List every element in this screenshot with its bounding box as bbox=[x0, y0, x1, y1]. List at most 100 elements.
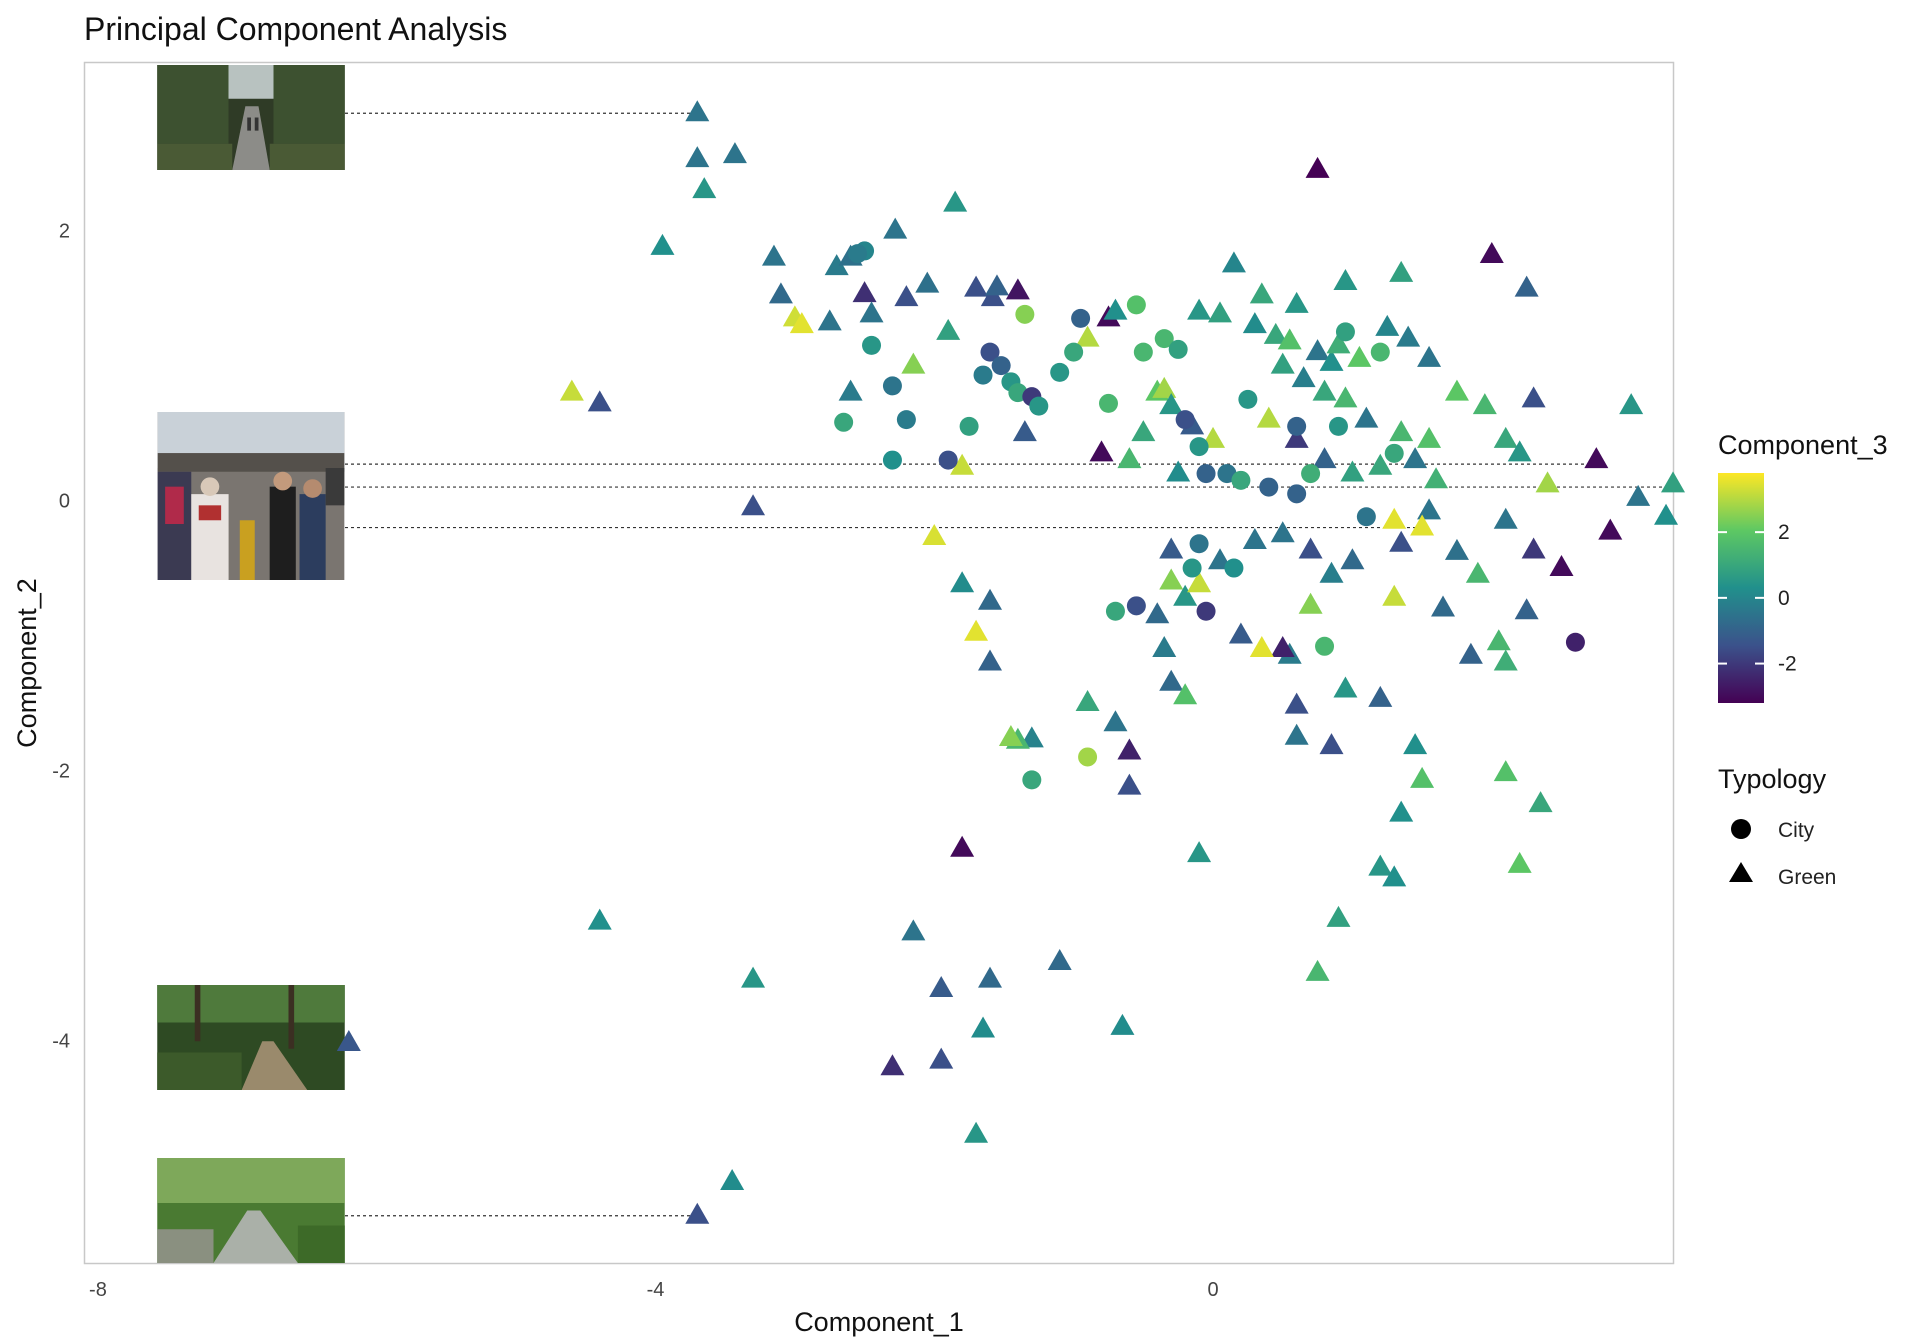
city-point bbox=[1029, 396, 1049, 416]
green-point bbox=[1256, 406, 1281, 428]
green-point bbox=[1514, 598, 1539, 620]
green-point bbox=[929, 1047, 954, 1069]
green-point bbox=[1424, 467, 1449, 489]
green-point bbox=[1340, 548, 1365, 570]
city-point bbox=[1182, 558, 1202, 578]
x-tick-label: 0 bbox=[1207, 1279, 1218, 1301]
city-point bbox=[1168, 339, 1188, 359]
green-point bbox=[1535, 471, 1560, 493]
green-point bbox=[559, 379, 584, 401]
color-legend-title: Component_3 bbox=[1718, 430, 1888, 460]
green-point bbox=[1159, 393, 1184, 415]
green-point bbox=[1493, 426, 1518, 448]
city-point bbox=[1071, 308, 1091, 328]
legend-city-marker bbox=[1731, 819, 1751, 839]
green-point bbox=[1173, 683, 1198, 705]
city-point bbox=[882, 376, 902, 396]
y-tick-label: 2 bbox=[59, 221, 70, 243]
green-point bbox=[1375, 314, 1400, 336]
green-point bbox=[1270, 635, 1295, 657]
green-point bbox=[1333, 268, 1358, 290]
y-tick-label: -2 bbox=[52, 760, 70, 782]
green-point bbox=[1333, 386, 1358, 408]
city-point bbox=[1238, 389, 1258, 409]
city-point bbox=[882, 450, 902, 470]
data-points bbox=[336, 100, 1685, 1224]
green-point bbox=[1284, 426, 1309, 448]
green-point bbox=[1486, 629, 1511, 651]
city-point bbox=[1196, 464, 1216, 484]
green-point bbox=[1417, 498, 1442, 520]
green-point bbox=[1444, 379, 1469, 401]
legend-city-label: City bbox=[1778, 819, 1815, 842]
street-market-photo bbox=[157, 412, 345, 580]
city-point bbox=[1384, 443, 1404, 463]
green-point bbox=[950, 571, 975, 593]
green-point bbox=[1368, 854, 1393, 876]
colorbar bbox=[1718, 473, 1764, 703]
green-point bbox=[1291, 366, 1316, 388]
green-point bbox=[929, 976, 954, 998]
green-point bbox=[1145, 602, 1170, 624]
green-point bbox=[901, 919, 926, 941]
green-point bbox=[1075, 689, 1100, 711]
city-point bbox=[848, 244, 868, 264]
green-point bbox=[824, 254, 849, 276]
green-point bbox=[1382, 507, 1407, 529]
green-point bbox=[1284, 692, 1309, 714]
x-axis: -8 -4 0 bbox=[89, 1279, 1219, 1301]
green-point bbox=[1340, 460, 1365, 482]
green-point bbox=[1493, 507, 1518, 529]
city-point bbox=[1098, 393, 1118, 413]
city-point bbox=[834, 412, 854, 432]
green-point bbox=[1493, 760, 1518, 782]
green-point bbox=[1305, 156, 1330, 178]
green-point bbox=[1103, 710, 1128, 732]
green-point bbox=[1549, 555, 1574, 577]
green-point bbox=[950, 453, 975, 475]
tree-lined-path-photo bbox=[157, 65, 345, 170]
green-point bbox=[587, 908, 612, 930]
green-point bbox=[852, 281, 877, 303]
green-point bbox=[964, 275, 989, 297]
city-point bbox=[1565, 632, 1585, 652]
green-point bbox=[685, 100, 710, 122]
green-point bbox=[741, 494, 766, 516]
green-point bbox=[1417, 345, 1442, 367]
green-point bbox=[722, 142, 747, 164]
green-point bbox=[768, 282, 793, 304]
green-point bbox=[1131, 420, 1156, 442]
green-point bbox=[978, 588, 1003, 610]
green-point bbox=[1521, 386, 1546, 408]
green-point bbox=[978, 966, 1003, 988]
city-point bbox=[1126, 295, 1146, 315]
green-point bbox=[1117, 773, 1142, 795]
green-point bbox=[838, 379, 863, 401]
x-axis-title: Component_1 bbox=[794, 1307, 964, 1337]
green-point bbox=[1382, 865, 1407, 887]
green-point bbox=[1319, 561, 1344, 583]
green-point bbox=[1152, 635, 1177, 657]
green-point bbox=[1249, 282, 1274, 304]
city-point bbox=[1356, 507, 1376, 527]
green-point bbox=[1368, 685, 1393, 707]
city-point bbox=[1189, 534, 1209, 554]
green-point bbox=[789, 312, 814, 334]
city-point bbox=[1050, 362, 1070, 382]
colorbar-ticks: 2 0 -2 bbox=[1718, 521, 1797, 676]
green-point bbox=[1103, 298, 1128, 320]
y-tick-label: 0 bbox=[59, 491, 70, 513]
green-point bbox=[980, 285, 1005, 307]
green-point bbox=[1389, 260, 1414, 282]
green-point bbox=[1110, 1013, 1135, 1035]
city-point bbox=[1328, 416, 1348, 436]
green-point bbox=[1249, 635, 1274, 657]
green-point bbox=[650, 233, 675, 255]
green-point bbox=[1075, 325, 1100, 347]
green-point bbox=[998, 725, 1023, 747]
green-point bbox=[1403, 733, 1428, 755]
green-point bbox=[1221, 251, 1246, 273]
green-point bbox=[1326, 332, 1351, 354]
green-point bbox=[1242, 312, 1267, 334]
green-point bbox=[883, 217, 908, 239]
